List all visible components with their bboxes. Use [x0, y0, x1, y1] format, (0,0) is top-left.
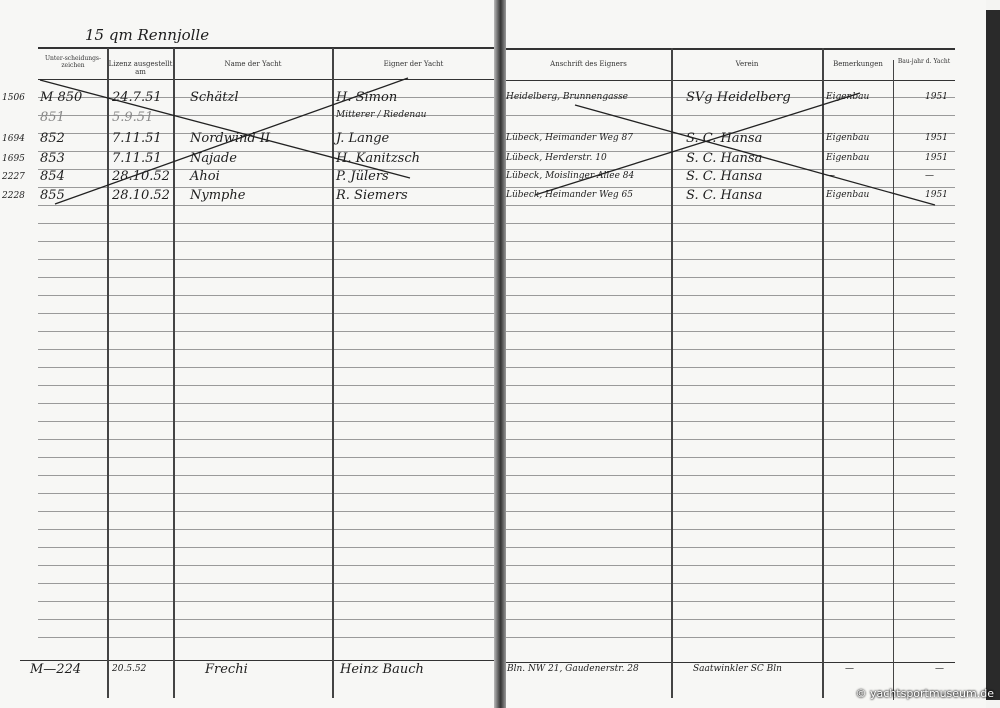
owner-cell: H. Kanitzsch	[336, 151, 420, 166]
remark-cell: Eigenbau	[826, 190, 870, 200]
club-cell: S. C. Hansa	[686, 169, 763, 184]
date-cell: 7.11.51	[112, 151, 162, 166]
ref-cell: 2227	[2, 172, 25, 182]
remark-cell: Eigenbau	[826, 153, 870, 163]
year-cell: 1951	[925, 190, 948, 200]
column-divider	[822, 48, 824, 698]
address-cell: Heidelberg, Brunnengasse	[506, 92, 629, 102]
header-address: Anschrift des Eigners	[550, 60, 627, 68]
right-header-top	[505, 48, 955, 50]
footer-date: 20.5.52	[112, 664, 147, 674]
mark-cell: 855	[40, 188, 65, 203]
header-build-year: Bau-jahr d. Yacht	[897, 58, 951, 65]
date-cell: 24.7.51	[112, 90, 162, 105]
header-remarks: Bemerkungen	[833, 60, 883, 68]
owner-cell: J. Lange	[336, 131, 390, 146]
address-cell: Lübeck, Heimander Weg 65	[506, 190, 633, 200]
owner-cell: P. Jülers	[336, 169, 389, 184]
address-cell: Lübeck, Herderstr. 10	[506, 153, 607, 163]
footer-owner: Heinz Bauch	[340, 662, 424, 677]
year-cell: —	[925, 171, 934, 181]
left-header-top	[38, 47, 494, 49]
book-spine	[494, 0, 506, 708]
left-ruled-lines	[38, 80, 494, 650]
column-divider	[332, 48, 334, 698]
header-yacht-name: Name der Yacht	[224, 60, 282, 68]
owner-cell: Mitterer / Riedenau	[336, 110, 427, 120]
header-license-date: Lizenz ausgestellt am	[108, 60, 173, 76]
header-mark: Unter-scheidungs-zeichen	[44, 55, 102, 69]
mark-cell: M 850	[40, 90, 83, 105]
date-cell: 28.10.52	[112, 188, 170, 203]
header-club: Verein	[735, 60, 759, 68]
ref-cell: 2228	[2, 191, 25, 201]
page-edge	[986, 10, 1000, 700]
address-cell: Lübeck, Moislinger Allee 84	[506, 171, 635, 181]
year-cell: 1951	[925, 153, 948, 163]
yacht-cell: Ahoi	[190, 169, 220, 184]
owner-cell: R. Siemers	[336, 188, 408, 203]
column-divider	[173, 48, 175, 698]
copyright-watermark: © yachtsportmuseum.de	[855, 687, 994, 700]
ref-cell: 1506	[2, 93, 25, 103]
mark-cell: 854	[40, 169, 65, 184]
ledger-heading: 15 qm Rennjolle	[85, 26, 210, 44]
footer-mark: M—224	[30, 662, 82, 677]
column-divider	[893, 60, 894, 700]
right-header-bottom	[505, 80, 955, 81]
right-footer-line	[505, 662, 955, 663]
column-divider	[671, 48, 673, 698]
remark-cell: Eigenbau	[826, 133, 870, 143]
year-cell: 1951	[925, 133, 948, 143]
header-owner: Eigner der Yacht	[383, 60, 444, 68]
yacht-cell: Najade	[190, 151, 237, 166]
club-cell: S. C. Hansa	[686, 188, 763, 203]
mark-cell: 851	[40, 110, 65, 125]
ref-cell: 1694	[2, 134, 25, 144]
address-cell: Lübeck, Heimander Weg 87	[506, 133, 633, 143]
yacht-cell: Nymphe	[190, 188, 246, 203]
date-cell: 28.10.52	[112, 169, 170, 184]
left-header-bottom	[38, 79, 494, 80]
column-divider	[107, 48, 109, 698]
left-footer-line	[20, 660, 494, 661]
footer-address: Bln. NW 21, Gaudenerstr. 28	[507, 664, 639, 674]
owner-cell: H. Simon	[336, 90, 398, 105]
club-cell: SVg Heidelberg	[686, 90, 791, 105]
year-cell: 1951	[925, 92, 948, 102]
footer-year: —	[935, 664, 944, 674]
mark-cell: 853	[40, 151, 65, 166]
date-cell: 7.11.51	[112, 131, 162, 146]
right-ruled-lines	[505, 80, 955, 650]
footer-club: Saatwinkler SC Bln	[693, 664, 782, 674]
date-cell: 5.9.51	[112, 110, 154, 125]
ref-cell: 1695	[2, 154, 25, 164]
footer-yacht: Frechi	[205, 662, 248, 677]
club-cell: S. C. Hansa	[686, 151, 763, 166]
footer-remark: —	[845, 664, 854, 674]
yacht-cell: Schätzl	[190, 90, 239, 105]
mark-cell: 852	[40, 131, 65, 146]
